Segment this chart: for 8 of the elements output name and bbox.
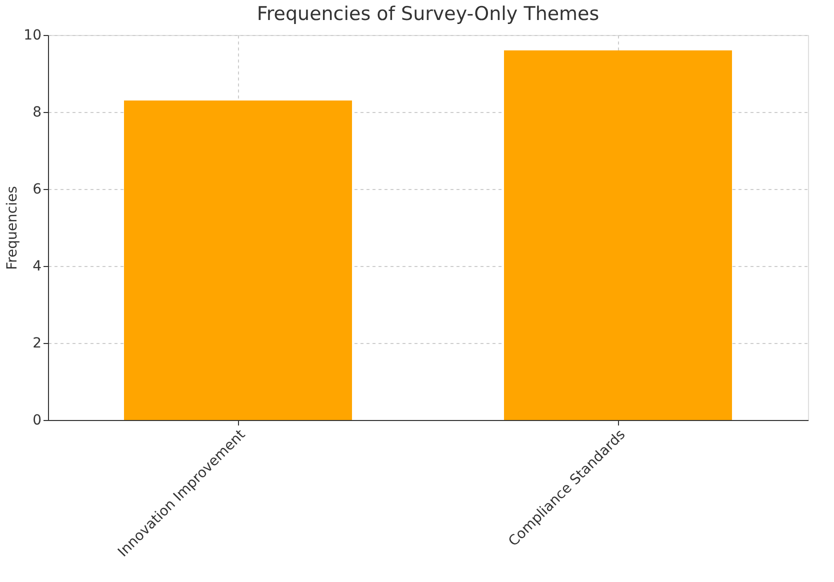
y-tick-label: 0 <box>32 412 42 428</box>
y-axis-title: Frequencies <box>4 186 21 270</box>
y-tick-label: 10 <box>24 28 42 44</box>
y-tick-label: 2 <box>32 336 42 352</box>
y-tick-label: 8 <box>32 104 42 120</box>
y-tick-label: 6 <box>32 182 42 198</box>
chart-title: Frequencies of Survey-Only Themes <box>256 3 600 25</box>
y-tick-label: 4 <box>32 258 42 274</box>
